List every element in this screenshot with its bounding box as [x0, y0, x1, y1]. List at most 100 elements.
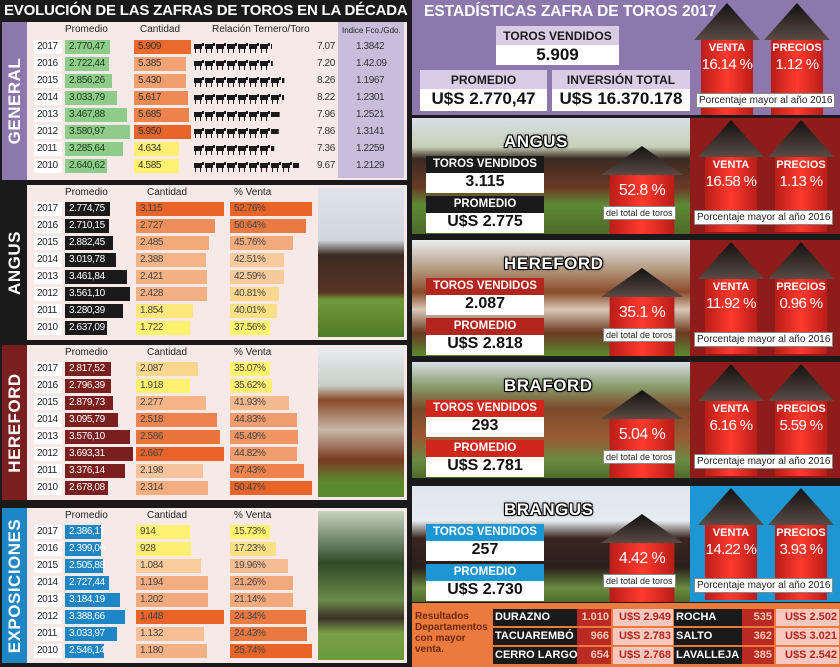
- venta-bar: 24.34%: [230, 610, 307, 624]
- year-cell: 2012: [34, 287, 62, 301]
- table-row: 2010 2.640,62 4.585 9.67 1.2129: [34, 159, 404, 174]
- hereford-side-label: HEREFORD: [2, 345, 27, 500]
- inversion-total-value: U$S 16.370.178: [552, 89, 690, 111]
- precios-arrow-label: PRECIOS: [776, 526, 826, 539]
- precios-arrow-label: PRECIOS: [776, 402, 826, 415]
- table-row: 2017 2.774,75 3.115 52.76%: [34, 202, 324, 217]
- department-qty: 362: [742, 628, 774, 645]
- venta-bar: 47.43%: [230, 464, 304, 478]
- table-row: 2014 2.727,44 1.194 21.26%: [34, 576, 324, 591]
- promedio-bar: 3.376,14: [65, 464, 125, 478]
- cow-icons: [194, 42, 282, 53]
- exposiciones-label: EXPOSICIONES: [4, 518, 24, 653]
- header-cantidad: Cantidad: [140, 24, 181, 35]
- promedio-label: PROMEDIO: [426, 196, 544, 213]
- share-arrow: 52.8 % del total de toros: [601, 146, 683, 234]
- left-title: EVOLUCIÓN DE LAS ZAFRAS DE TOROS EN LA D…: [4, 2, 408, 19]
- share-label: del total de toros: [603, 328, 676, 342]
- cantidad-bar: 1.722: [136, 321, 190, 335]
- precios-arrow: PRECIOS 3.93 %: [768, 488, 834, 600]
- indice-value: 1.3842: [356, 41, 385, 52]
- note-label: Porcentaje mayor al año 2016: [694, 332, 834, 347]
- angus-photo: [318, 188, 404, 337]
- cantidad-bar: 1.202: [136, 593, 209, 607]
- promedio-bar: 3.461,84: [65, 270, 128, 284]
- promedio-bar: 2.856,26: [65, 74, 113, 88]
- table-row: 2011 3.376,14 2.198 47.43%: [34, 464, 324, 479]
- promedio-label: PROMEDIO: [426, 318, 544, 335]
- year-cell: 2012: [34, 447, 62, 461]
- promedio-bar: 3.280,39: [65, 304, 123, 318]
- promedio-bar: 2.640,62: [65, 159, 107, 173]
- venta-bar: 45.76%: [230, 236, 293, 250]
- table-row: 2013 3.467,88 5.685 7.96 1.2521: [34, 108, 404, 123]
- promedio-label: PROMEDIO: [420, 70, 547, 89]
- toros-vendidos-label: TOROS VENDIDOS: [426, 156, 544, 173]
- department-qty: 654: [577, 647, 611, 664]
- promedio-bar: 2.796,39: [65, 379, 111, 393]
- header-venta: % Venta: [234, 510, 272, 521]
- angus-section: ANGUS Promedio Cantidad % Venta 2017 2.774,75…: [2, 185, 407, 340]
- table-row: 2010 2.637,09 1.722 37.56%: [34, 321, 324, 336]
- cow-icons: [194, 144, 282, 155]
- indice-column: [338, 22, 404, 178]
- share-label: del total de toros: [603, 574, 676, 588]
- brangus-name: BRANGUS: [504, 500, 594, 519]
- share-arrow: 5.04 % del total de toros: [601, 390, 683, 478]
- promedio-bar: 3.467,88: [65, 108, 128, 122]
- venta-bar: 15.73%: [230, 525, 270, 539]
- table-row: 2012 3.693,31 2.667 44.82%: [34, 447, 324, 462]
- promedio-bar: 3.580,97: [65, 125, 131, 139]
- year-cell: 2016: [34, 57, 62, 71]
- angus-side-label: ANGUS: [2, 185, 27, 340]
- promedio-bar: 2.710,15: [65, 219, 109, 233]
- share-value: 4.42 %: [618, 550, 666, 567]
- cantidad-bar: 2.277: [136, 396, 207, 410]
- promedio-bar: 2.774,75: [65, 202, 111, 216]
- promedio-bar: 2.399,06: [65, 542, 105, 556]
- decade-evolution-panel: EVOLUCIÓN DE LAS ZAFRAS DE TOROS EN LA D…: [0, 0, 410, 667]
- braford-increase-panel: VENTA 6.16 % PRECIOS 5.59 % Porcentaje mayor…: [690, 362, 840, 478]
- relacion-value: 9.67: [317, 160, 335, 171]
- promedio-bar: 3.019,78: [65, 253, 117, 267]
- relacion-value: 7.36: [317, 143, 335, 154]
- venta-bar: 35.62%: [230, 379, 272, 393]
- precios-arrow-label: PRECIOS: [776, 280, 826, 293]
- venta-bar: 50.64%: [230, 219, 307, 233]
- note-label: Porcentaje mayor al año 2016: [696, 93, 836, 108]
- hereford-photo: [318, 348, 404, 497]
- braford-stats: BRAFORD TOROS VENDIDOS 293 PROMEDIO U$S 2.78…: [412, 362, 840, 478]
- year-cell: 2016: [34, 379, 62, 393]
- year-cell: 2013: [34, 108, 62, 122]
- promedio-value: U$S 2.730: [426, 581, 544, 601]
- inversion-total-label: INVERSIÓN TOTAL: [552, 70, 690, 89]
- promedio-bar: 2.505,88: [65, 559, 105, 573]
- year-cell: 2011: [34, 142, 62, 156]
- indice-value: 1.3141: [356, 126, 385, 137]
- cantidad-bar: 5.685: [134, 108, 189, 122]
- department-price: U$S 3.021: [776, 628, 839, 645]
- promedio-bar: 3.184,19: [65, 593, 121, 607]
- header-venta: % Venta: [234, 347, 272, 358]
- department-price: U$S 2.502: [776, 609, 839, 626]
- department-row: CERRO LARGO 654 U$S 2.768: [493, 647, 673, 664]
- department-row: LAVALLEJA 385 U$S 2.542: [674, 647, 839, 664]
- braford-name: BRAFORD: [504, 376, 593, 395]
- cow-icons: [194, 110, 282, 121]
- year-cell: 2015: [34, 74, 62, 88]
- note-label: Porcentaje mayor al año 2016: [694, 578, 834, 593]
- venta-bar: 45.49%: [230, 430, 299, 444]
- indice-value: 1.2129: [356, 160, 385, 171]
- precios-arrow-value: 1.13 %: [779, 172, 823, 190]
- promedio-value: U$S 2.781: [426, 457, 544, 477]
- year-cell: 2011: [34, 627, 62, 641]
- angus-increase-panel: VENTA 16.58 % PRECIOS 1.13 % Porcentaje mayo…: [690, 118, 840, 234]
- departments-label: Resultados Departamentos con mayor venta…: [415, 611, 488, 655]
- venta-arrow-value: 6.16 %: [709, 416, 753, 434]
- cantidad-bar: 1.084: [136, 559, 201, 573]
- share-value: 35.1 %: [618, 304, 666, 321]
- hereford-name: HEREFORD: [504, 254, 604, 273]
- indice-value: 1.42.09: [356, 58, 387, 69]
- cantidad-bar: 5.909: [134, 40, 191, 54]
- promedio-bar: 3.033,97: [65, 627, 117, 641]
